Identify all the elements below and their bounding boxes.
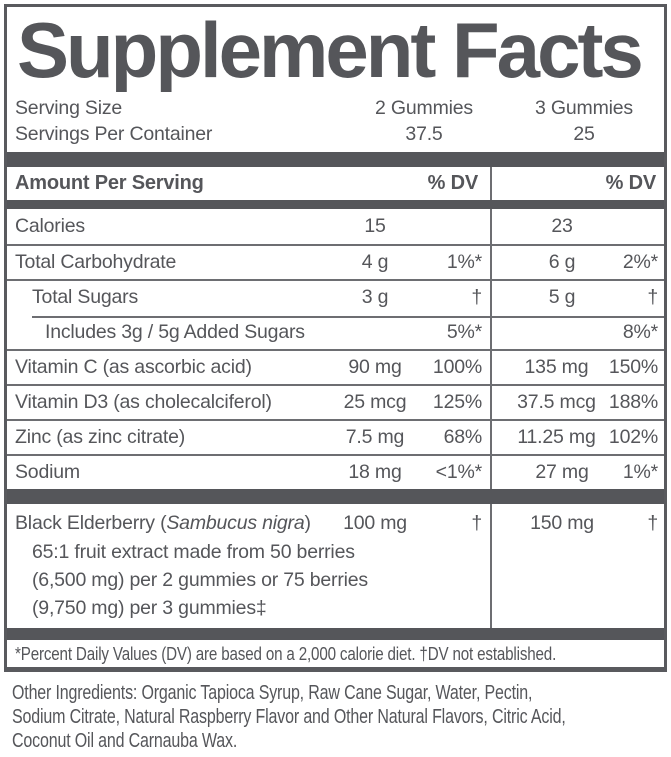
- nutrient-dv-1: 100%: [432, 356, 482, 378]
- percent-dv-header-1: % DV: [427, 172, 479, 194]
- nutrient-dv-2: 188%: [608, 391, 658, 413]
- elderberry-detail-line: (6,500 mg) per 2 gummies or 75 berries: [32, 569, 368, 591]
- nutrient-dv-2: 2%*: [622, 251, 658, 273]
- nutrient-row: Calories 15 23: [7, 209, 664, 244]
- facts-table: Amount Per Serving % DV % DV Calories 15 2…: [7, 152, 664, 628]
- header-column-2: % DV: [490, 167, 664, 200]
- nutrient-amount-2: 23: [551, 215, 573, 237]
- nutrient-row: Total Carbohydrate 4 g 1%* 6 g 2%*: [7, 244, 664, 279]
- nutrient-dv-1: †: [471, 286, 482, 308]
- nutrient-column-2: 27 mg 1%*: [490, 456, 664, 489]
- elderberry-detail-line: 65:1 fruit extract made from 50 berries: [32, 541, 355, 563]
- serving-info-block: Serving Size 2 Gummies 3 Gummies Servings P…: [7, 92, 664, 152]
- separator-bar-mid: [7, 489, 664, 504]
- nutrient-row: Total Sugars 3 g † 5 g †: [7, 279, 664, 314]
- elderberry-name: Black Elderberry (Sambucus nigra): [15, 512, 325, 535]
- nutrient-name: Total Carbohydrate: [15, 251, 177, 273]
- separator-bar-header: [7, 200, 664, 209]
- panel-title: Supplement Facts: [17, 7, 644, 92]
- nutrient-row: Sodium 18 mg <1%* 27 mg 1%*: [7, 454, 664, 489]
- nutrient-dv-2: †: [647, 286, 658, 308]
- nutrient-dv-1: 5%*: [446, 321, 482, 343]
- nutrient-column-2: 5 g †: [490, 281, 664, 314]
- nutrient-dv-2: 102%: [608, 426, 658, 448]
- nutrient-amount-2: 37.5 mcg: [517, 391, 596, 413]
- nutrient-column-2: 6 g 2%*: [490, 246, 664, 279]
- serving-value-col1: 2 Gummies: [375, 96, 473, 119]
- elderberry-dv-2: †: [647, 511, 658, 534]
- elderberry-amount-2: 150 mg: [530, 511, 594, 534]
- nutrient-dv-2: 8%*: [622, 321, 658, 343]
- nutrient-name: Total Sugars: [32, 286, 138, 308]
- nutrient-name: Calories: [15, 215, 85, 237]
- nutrient-name: Vitamin D3 (as cholecalciferol): [15, 391, 272, 413]
- nutrient-row: Zinc (as zinc citrate) 7.5 mg 68% 11.25 mg 1…: [7, 419, 664, 454]
- footnote-row: *Percent Daily Values (DV) are based on …: [7, 640, 664, 667]
- separator-bar-bottom: [7, 628, 664, 640]
- nutrient-amount-1: 15: [364, 215, 386, 237]
- elderberry-detail-line: (9,750 mg) per 3 gummies‡: [32, 597, 267, 619]
- nutrient-amount-1: 3 g: [361, 286, 389, 308]
- nutrient-amount-2: 11.25 mg: [517, 426, 596, 448]
- column-divider: [490, 152, 492, 628]
- nutrient-row: Vitamin C (as ascorbic acid) 90 mg 100% 135…: [7, 349, 664, 384]
- nutrient-amount-1: 7.5 mg: [345, 426, 405, 448]
- serving-value-col2: 3 Gummies: [535, 96, 633, 119]
- nutrient-amount-2: 27 mg: [535, 461, 589, 483]
- elderberry-amount-1: 100 mg: [343, 511, 407, 534]
- serving-value-col2: 25: [573, 122, 595, 145]
- elderberry-name-prefix: Black Elderberry (: [15, 511, 167, 534]
- supplement-facts-panel: Supplement Facts Serving Size 2 Gummies 3 …: [4, 4, 667, 672]
- daily-value-footnote: *Percent Daily Values (DV) are based on …: [15, 643, 557, 664]
- percent-dv-header-2: % DV: [605, 172, 657, 194]
- elderberry-row: Black Elderberry (Sambucus nigra) 100 mg…: [7, 508, 664, 538]
- elderberry-dv-1: †: [471, 511, 482, 534]
- nutrient-amount-2: 6 g: [548, 251, 576, 273]
- elderberry-block: Black Elderberry (Sambucus nigra) 100 mg…: [7, 504, 664, 628]
- nutrient-amount-1: 90 mg: [348, 356, 402, 378]
- nutrient-column-2: 135 mg 150%: [490, 351, 664, 384]
- nutrient-amount-2: 5 g: [548, 286, 576, 308]
- serving-row-label: Servings Per Container: [15, 122, 213, 145]
- nutrient-row: Vitamin D3 (as cholecalciferol) 25 mcg 125…: [7, 384, 664, 419]
- nutrient-amount-2: 135 mg: [524, 356, 589, 378]
- nutrient-column-2: 37.5 mcg 188%: [490, 386, 664, 419]
- nutrient-amount-1: 18 mg: [348, 461, 402, 483]
- nutrient-dv-2: 1%*: [622, 461, 658, 483]
- nutrient-column-2: 11.25 mg 102%: [490, 421, 664, 454]
- nutrient-name: Vitamin C (as ascorbic acid): [15, 356, 252, 378]
- other-ingredients-line: Other Ingredients: Organic Tapioca Syrup…: [12, 682, 533, 704]
- nutrient-dv-2: 150%: [608, 356, 658, 378]
- elderberry-species: Sambucus nigra: [166, 511, 305, 534]
- other-ingredients-line: Coconut Oil and Carnauba Wax.: [12, 730, 238, 752]
- table-header-row: Amount Per Serving % DV % DV: [7, 167, 664, 200]
- serving-value-col1: 37.5: [405, 122, 443, 145]
- other-ingredients-line: Sodium Citrate, Natural Raspberry Flavor…: [12, 706, 566, 728]
- serving-row-label: Serving Size: [15, 96, 123, 119]
- nutrient-column-2: 23: [490, 209, 664, 244]
- nutrient-dv-1: 125%: [432, 391, 482, 413]
- serving-row: Serving Size 2 Gummies 3 Gummies: [7, 95, 664, 121]
- amount-per-serving-header: Amount Per Serving: [15, 172, 204, 194]
- nutrient-row: Includes 3g / 5g Added Sugars 5%* 8%*: [7, 314, 664, 349]
- serving-row: Servings Per Container 37.5 25: [7, 121, 664, 147]
- separator-bar-top: [7, 152, 664, 167]
- nutrient-rows: Calories 15 23 Total Carbohydrate 4 g 1%* 6 g 2…: [7, 209, 664, 489]
- nutrient-amount-1: 4 g: [361, 251, 389, 273]
- nutrient-dv-1: <1%*: [435, 461, 483, 483]
- nutrient-name: Sodium: [15, 461, 80, 483]
- other-ingredients: Other Ingredients: Organic Tapioca Syrup…: [12, 681, 667, 753]
- nutrient-column-2: 8%*: [490, 316, 664, 349]
- elderberry-column-2: 150 mg †: [490, 508, 664, 538]
- nutrient-amount-1: 25 mcg: [343, 391, 407, 413]
- elderberry-name-suffix: ): [304, 511, 311, 534]
- nutrient-dv-1: 68%: [443, 426, 483, 448]
- nutrient-name: Includes 3g / 5g Added Sugars: [45, 321, 305, 343]
- nutrient-dv-1: 1%*: [446, 251, 482, 273]
- nutrient-name: Zinc (as zinc citrate): [15, 426, 186, 448]
